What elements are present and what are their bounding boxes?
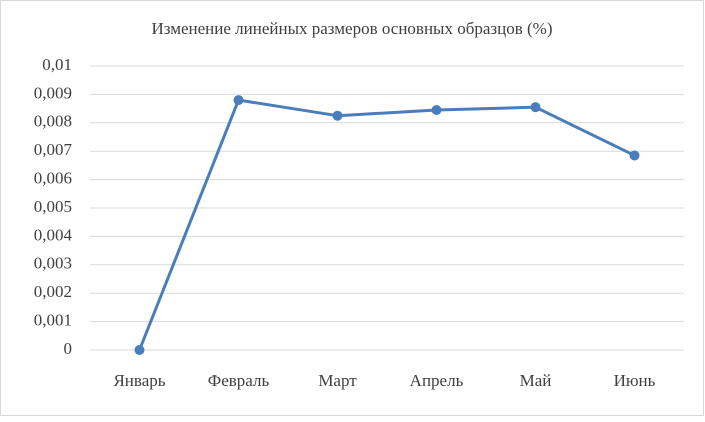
x-tick-label: Январь (113, 371, 165, 390)
y-tick-label: 0,003 (34, 254, 72, 273)
data-point (134, 345, 145, 355)
y-tick-label: 0,006 (34, 169, 72, 188)
data-point (431, 105, 442, 116)
y-tick-label: 0,005 (34, 197, 72, 216)
data-point (629, 150, 640, 161)
y-tick-label: 0,007 (34, 140, 73, 159)
y-tick-label: 0,001 (34, 311, 72, 330)
x-tick-label: Июнь (614, 371, 656, 390)
x-tick-label: Апрель (410, 371, 464, 390)
data-point (530, 102, 541, 113)
y-tick-label: 0,002 (34, 282, 72, 301)
chart-title: Изменение линейных размеров основных обр… (151, 19, 552, 38)
data-point (332, 110, 343, 121)
y-tick-label: 0,009 (34, 83, 72, 102)
x-tick-label: Март (318, 371, 357, 390)
x-tick-label: Февраль (208, 371, 270, 390)
series-line (138, 98, 636, 351)
y-tick-label: 0 (64, 339, 73, 358)
y-tick-label: 0,008 (34, 112, 72, 131)
y-tick-label: 0,004 (34, 225, 73, 244)
x-tick-label: Май (520, 371, 552, 390)
y-tick-label: 0,01 (42, 55, 72, 74)
data-point (233, 95, 244, 106)
